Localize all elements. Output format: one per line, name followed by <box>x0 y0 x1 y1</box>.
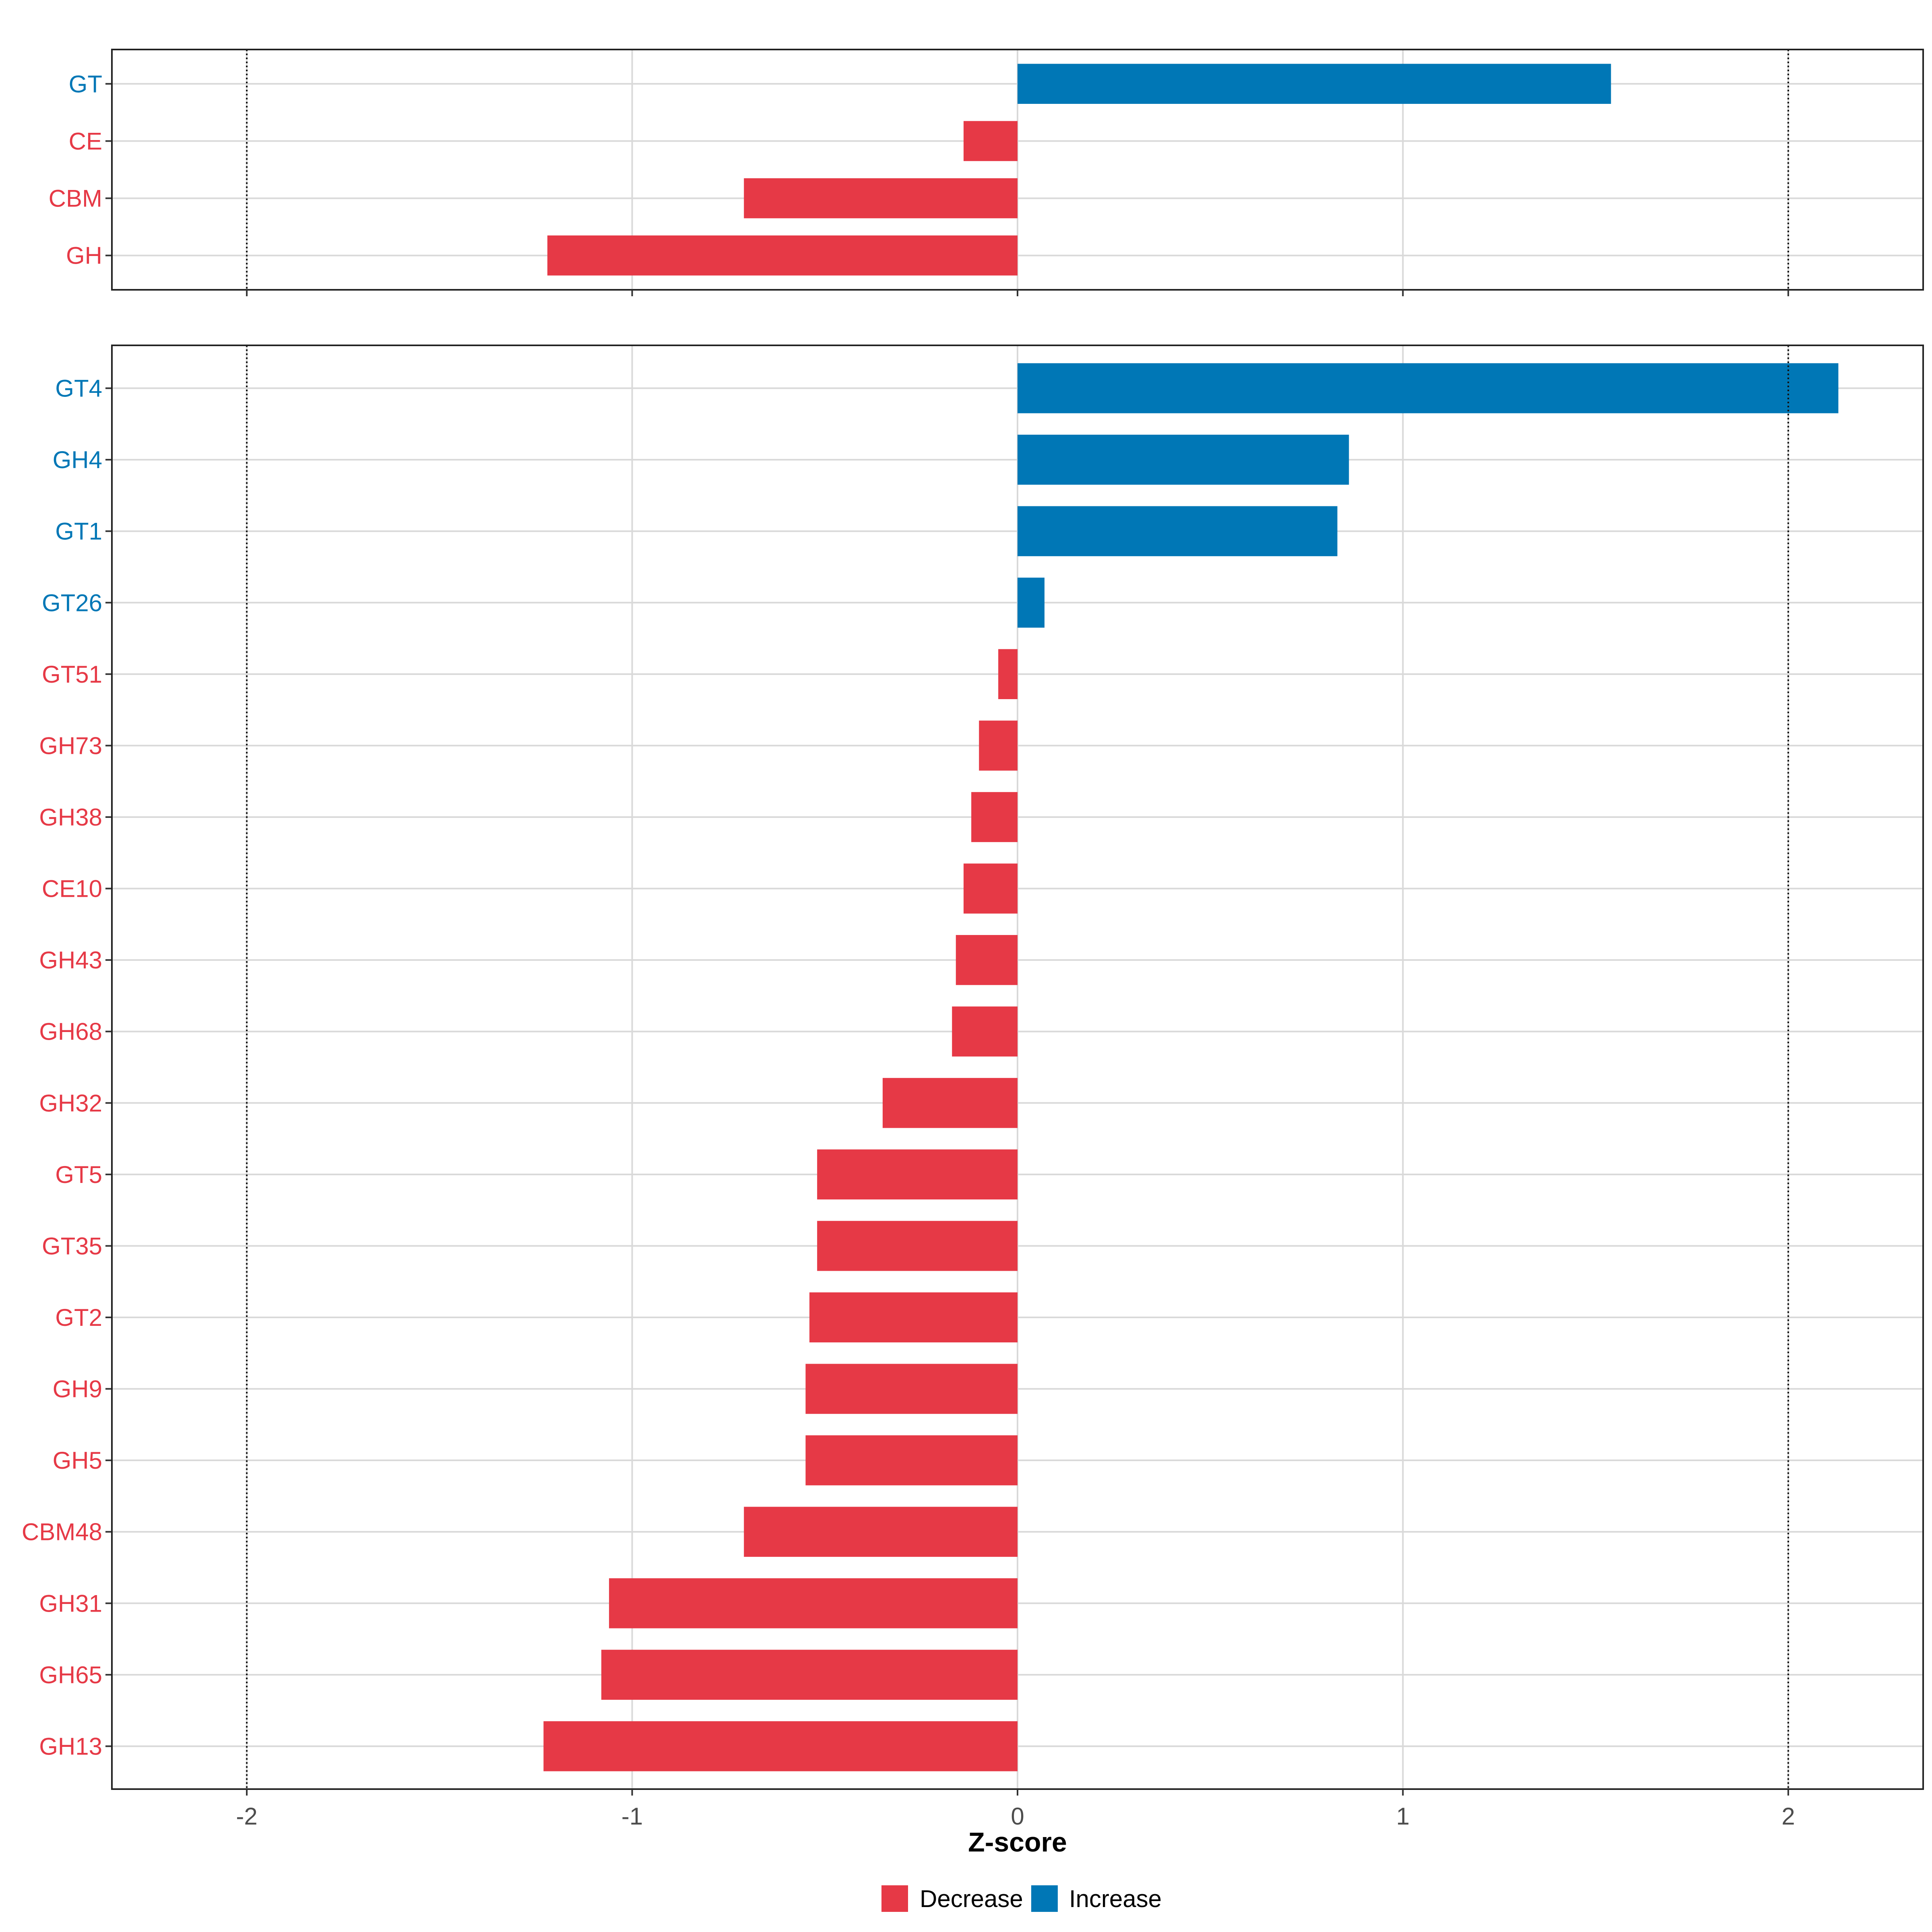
category-label-gh13: GH13 <box>39 1733 102 1760</box>
category-label-gh68: GH68 <box>39 1018 102 1045</box>
category-label-gh9: GH9 <box>53 1376 102 1403</box>
bars-layer <box>543 64 1839 1771</box>
category-label-cbm: CBM <box>49 185 102 212</box>
x-tick-label-0: -2 <box>236 1803 257 1830</box>
category-label-ce: CE <box>69 128 102 155</box>
category-label-gt35: GT35 <box>42 1232 102 1259</box>
legend-swatch-increase <box>1031 1885 1058 1912</box>
bar-gt1 <box>1018 506 1338 556</box>
x-tick-label-4: 2 <box>1781 1803 1795 1830</box>
category-label-gh38: GH38 <box>39 804 102 831</box>
panel-frames-layer <box>105 49 1924 1796</box>
category-label-gh65: GH65 <box>39 1662 102 1688</box>
bar-gh73 <box>979 720 1018 771</box>
category-label-gt51: GT51 <box>42 661 102 688</box>
category-label-gh4: GH4 <box>53 446 102 473</box>
bar-gh13 <box>543 1721 1018 1771</box>
category-label-gh43: GH43 <box>39 947 102 974</box>
legend-label-increase: Increase <box>1069 1885 1162 1912</box>
bar-gt26 <box>1018 578 1045 628</box>
bar-ce10 <box>963 863 1018 914</box>
x-tick-label-1: -1 <box>621 1803 643 1830</box>
reference-lines-layer <box>246 50 1789 1789</box>
bar-gt4 <box>1018 363 1839 413</box>
category-label-gt4: GT4 <box>55 375 102 402</box>
category-label-ce10: CE10 <box>42 875 102 902</box>
category-label-gh31: GH31 <box>39 1590 102 1617</box>
bar-gh32 <box>882 1078 1018 1128</box>
bar-gh9 <box>805 1364 1018 1414</box>
bar-gh38 <box>971 792 1018 842</box>
bar-gt2 <box>809 1292 1018 1343</box>
category-label-gt5: GT5 <box>55 1161 102 1188</box>
category-label-gt1: GT1 <box>55 518 102 545</box>
category-label-gt2: GT2 <box>55 1304 102 1331</box>
bar-cbm <box>744 178 1018 219</box>
x-tick-label-3: 1 <box>1396 1803 1410 1830</box>
category-label-gh5: GH5 <box>53 1447 102 1474</box>
bar-cbm48 <box>744 1507 1018 1557</box>
category-label-gh32: GH32 <box>39 1090 102 1117</box>
bar-gh5 <box>805 1435 1018 1486</box>
bar-ce <box>963 121 1018 161</box>
bar-gh31 <box>609 1578 1018 1629</box>
x-axis-title: Z-score <box>968 1827 1067 1858</box>
category-label-gt: GT <box>69 70 102 97</box>
legend-swatch-decrease <box>881 1885 908 1912</box>
bar-gt35 <box>817 1221 1018 1271</box>
bar-gt5 <box>817 1149 1018 1200</box>
bar-gh68 <box>952 1006 1018 1057</box>
category-label-gh: GH <box>66 242 102 269</box>
category-label-cbm48: CBM48 <box>22 1519 102 1546</box>
bar-gh <box>547 235 1018 276</box>
bar-gh65 <box>601 1649 1018 1700</box>
category-label-gt26: GT26 <box>42 589 102 616</box>
category-label-gh73: GH73 <box>39 732 102 759</box>
legend: Decrease Increase <box>881 1885 1162 1912</box>
legend-label-decrease: Decrease <box>920 1885 1023 1912</box>
x-tick-label-2: 0 <box>1011 1803 1024 1830</box>
bar-gt <box>1018 64 1611 104</box>
bar-gh4 <box>1018 434 1349 485</box>
labels-layer: GTCECBMGHGT4GH4GT1GT26GT51GH73GH38CE10GH… <box>22 70 1795 1830</box>
bar-gt51 <box>998 649 1018 699</box>
bar-gh43 <box>956 935 1018 985</box>
